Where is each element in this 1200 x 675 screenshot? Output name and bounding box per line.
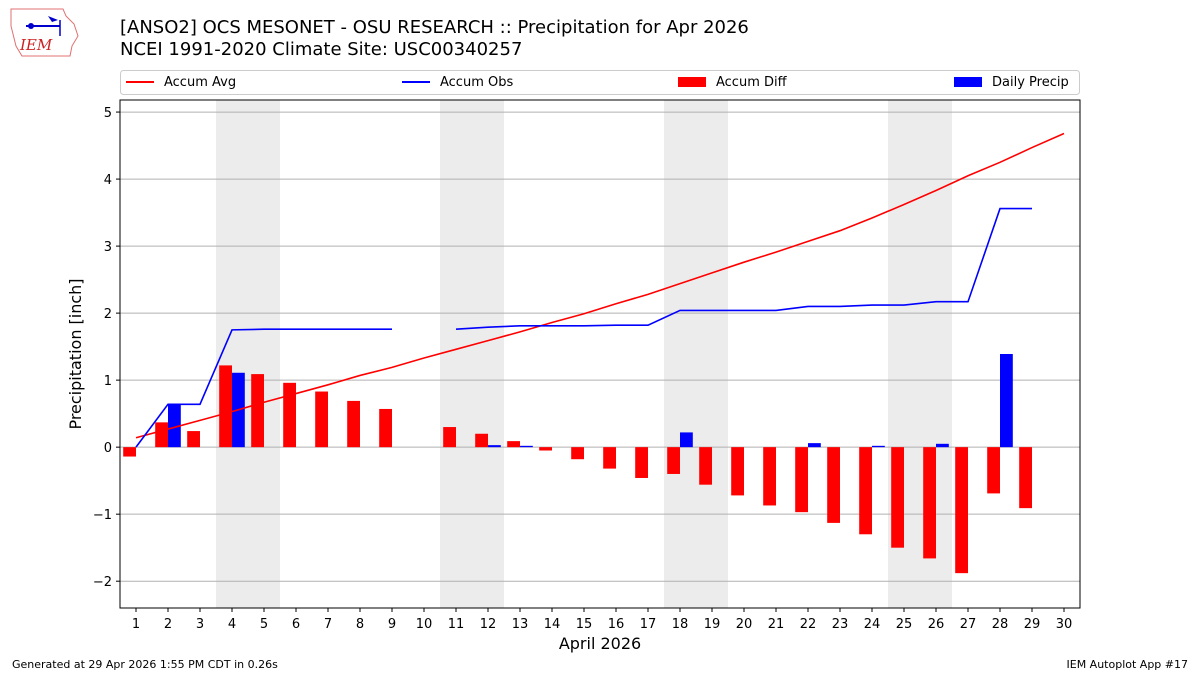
accum-diff-bar	[987, 447, 1000, 494]
daily-precip-bar	[872, 445, 885, 448]
title-line-1: [ANSO2] OCS MESONET - OSU RESEARCH :: Pr…	[120, 17, 749, 38]
svg-text:IEM: IEM	[19, 36, 53, 54]
accum-diff-bar	[123, 447, 136, 457]
x-tick-label: 8	[356, 617, 364, 632]
daily-precip-legend-label: Daily Precip	[992, 75, 1069, 90]
accum-obs-line	[135, 207, 1032, 448]
accum-diff-bar	[667, 447, 680, 474]
accum-diff-bar	[923, 447, 936, 559]
x-tick-label: 1	[132, 617, 140, 632]
x-tick-label: 17	[640, 617, 657, 632]
x-tick-label: 28	[992, 617, 1009, 632]
daily-precip-bar	[488, 445, 501, 448]
daily-precip-bar	[168, 404, 181, 448]
accum-diff-bar	[603, 447, 616, 469]
accum-diff-bar	[475, 433, 488, 448]
x-tick-label: 27	[960, 617, 977, 632]
y-tick-label: 1	[104, 374, 112, 389]
y-tick-label: 0	[104, 441, 112, 456]
accum-diff-bar	[283, 382, 296, 448]
x-tick-label: 3	[196, 617, 204, 632]
accum-diff-bar	[347, 400, 360, 448]
y-axis-label: Precipitation [inch]	[66, 278, 85, 429]
accum-diff-bar	[827, 447, 840, 523]
title-line-2: NCEI 1991-2020 Climate Site: USC00340257	[120, 39, 523, 60]
y-tick-label: 4	[104, 173, 112, 188]
accum-diff-bar	[955, 447, 968, 574]
x-tick-label: 7	[324, 617, 332, 632]
x-tick-label: 20	[736, 617, 753, 632]
x-axis-label: April 2026	[559, 634, 641, 653]
weekend-shade	[664, 100, 728, 608]
accum-obs-legend-label: Accum Obs	[440, 75, 513, 90]
x-tick-label: 15	[576, 617, 593, 632]
accum-avg-legend-label: Accum Avg	[164, 75, 236, 90]
legend-box	[120, 70, 1080, 95]
daily-precip-bar	[808, 443, 821, 448]
x-tick-label: 19	[704, 617, 721, 632]
accum-diff-bar	[315, 391, 328, 448]
accum-diff-bar	[155, 422, 168, 448]
x-tick-label: 14	[544, 617, 561, 632]
generated-timestamp: Generated at 29 Apr 2026 1:55 PM CDT in …	[12, 658, 278, 671]
daily-precip-bar	[936, 443, 949, 448]
daily-precip-legend-swatch	[954, 77, 982, 87]
plot-frame	[119, 99, 1081, 609]
y-tick-label: 2	[104, 307, 112, 322]
x-tick-label: 25	[896, 617, 913, 632]
daily-precip-bar	[680, 432, 693, 448]
accum-diff-bar	[795, 447, 808, 513]
accum-diff-bar	[859, 447, 872, 535]
x-tick-label: 16	[608, 617, 625, 632]
accum-diff-bar	[251, 374, 264, 448]
x-tick-label: 13	[512, 617, 529, 632]
accum-diff-bar	[219, 365, 232, 448]
x-tick-label: 23	[832, 617, 849, 632]
x-tick-label: 11	[448, 617, 465, 632]
accum-diff-bar	[699, 447, 712, 485]
weekend-shade	[216, 100, 280, 608]
accum-diff-bar	[187, 431, 200, 448]
accum-diff-legend-label: Accum Diff	[716, 75, 788, 90]
x-tick-label: 12	[480, 617, 497, 632]
x-tick-label: 2	[164, 617, 172, 632]
accum-diff-bar	[635, 447, 648, 478]
accum-avg-line	[135, 132, 1065, 439]
x-tick-label: 9	[388, 617, 396, 632]
x-tick-label: 24	[864, 617, 881, 632]
x-tick-label: 26	[928, 617, 945, 632]
x-tick-label: 6	[292, 617, 300, 632]
y-tick-label: 3	[104, 240, 112, 255]
accum-diff-bar	[379, 408, 392, 448]
x-tick-label: 29	[1024, 617, 1041, 632]
y-tick-label: −2	[93, 575, 112, 590]
x-tick-label: 30	[1056, 617, 1073, 632]
accum-diff-bar	[1019, 447, 1032, 509]
x-tick-label: 22	[800, 617, 817, 632]
y-tick-label: 5	[104, 106, 112, 121]
accum-diff-bar	[763, 447, 776, 506]
accum-diff-bar	[571, 447, 584, 460]
x-tick-label: 10	[416, 617, 433, 632]
x-tick-label: 4	[228, 617, 236, 632]
accum-diff-bar	[539, 447, 552, 451]
accum-diff-bar	[443, 427, 456, 448]
x-tick-label: 21	[768, 617, 785, 632]
y-tick-label: −1	[93, 508, 112, 523]
daily-precip-bar	[1000, 354, 1013, 448]
accum-diff-bar	[507, 441, 520, 448]
x-tick-label: 18	[672, 617, 689, 632]
weekend-shade	[440, 100, 504, 608]
accum-diff-bar	[731, 447, 744, 496]
daily-precip-bar	[520, 445, 533, 448]
iem-logo: IEM	[10, 8, 79, 57]
x-tick-label: 5	[260, 617, 268, 632]
legend: Accum Avg Accum Obs Accum Diff Daily Precip	[120, 70, 1080, 95]
accum-diff-legend-swatch	[678, 77, 706, 87]
app-label: IEM Autoplot App #17	[1066, 658, 1189, 671]
accum-diff-bar	[891, 447, 904, 548]
chart-title: [ANSO2] OCS MESONET - OSU RESEARCH :: Pr…	[120, 17, 749, 61]
